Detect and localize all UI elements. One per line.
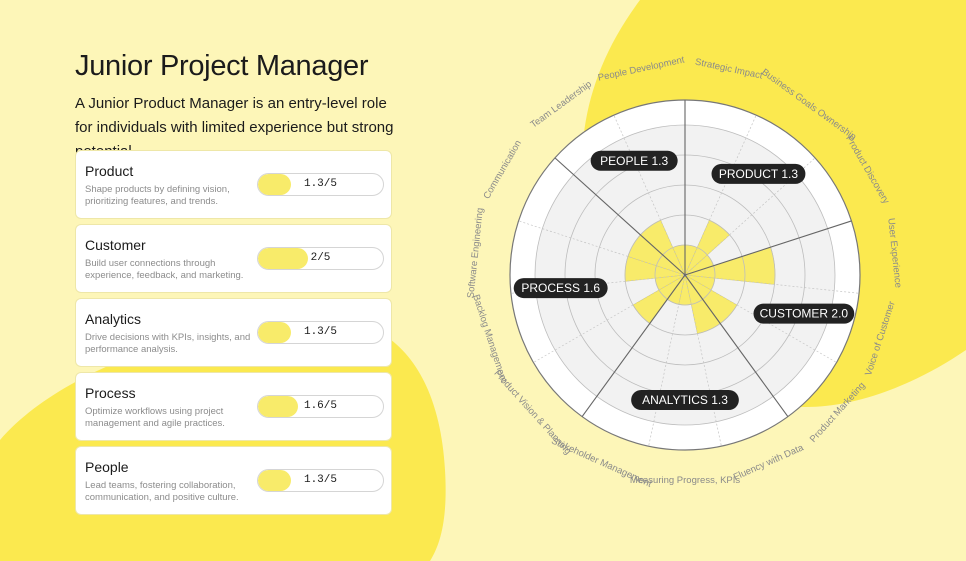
radar-dimension-label: Measuring Progress, KPIs [630,475,741,486]
score-bar: 1.3/5 [257,469,384,492]
radar-spoke [684,274,837,363]
radar-dimension-label: Backlog Management [470,293,509,384]
score-value: 1.6/5 [303,400,337,412]
card-process: Process Optimize workflows using project… [75,372,392,441]
radar-category-divider [684,274,789,417]
radar-category-pill [711,163,806,184]
card-description: Build user connections through experienc… [85,258,244,281]
card-title: Analytics [85,311,142,327]
card-customer: Customer Build user connections through … [75,224,392,293]
score-value: 2/5 [310,252,331,264]
radar-category-pill [753,303,855,324]
card-analytics: Analytics Drive decisions with KPIs, ins… [75,298,392,367]
score-value: 1.3/5 [303,178,337,190]
page-description: A Junior Product Manager is an entry-lev… [75,95,394,160]
radar-spoke [533,274,686,363]
score-value: 1.3/5 [303,474,337,486]
radar-dimension-label: Strategic Impact [694,57,764,82]
radar-spoke [684,274,860,294]
radar-category-divider [581,274,686,417]
card-description: Drive decisions with KPIs, insights, and… [85,332,251,355]
card-title: Customer [85,237,146,253]
radar-category-label: PROCESS 1.6 [521,281,600,295]
score-bar-fill [258,248,308,269]
card-product: Product Shape products by defining visio… [75,150,392,219]
score-bar: 1.3/5 [257,173,384,196]
radar-dimension-label: User Experience [885,217,903,288]
radar-dimension-label: Software Engineering [465,207,485,298]
radar-category-label: CUSTOMER 2.0 [760,307,849,321]
score-bar-fill [258,322,291,343]
page-title: Junior Project Manager [75,50,369,82]
radar-dimension-label: Voice of Customer [863,300,897,377]
card-title: People [85,459,129,475]
card-description: Shape products by defining vision, prior… [85,184,230,207]
radar-category-label: PEOPLE 1.3 [600,154,668,168]
radar-spoke [684,114,757,276]
radar-category-pill [513,278,608,299]
radar-dimension-label: Communication [481,138,524,201]
card-people: People Lead teams, fostering collaborati… [75,446,392,515]
card-title: Process [85,385,136,401]
skill-cards: Product Shape products by defining visio… [75,150,392,520]
score-bar-fill [258,396,298,417]
radar-category-divider [684,220,852,276]
score-value: 1.3/5 [303,326,337,338]
card-description: Lead teams, fostering collaboration, com… [85,480,239,503]
radar-category-pill [631,390,739,410]
score-bar-fill [258,470,291,491]
radar-spoke [613,114,686,276]
radar-chart: PRODUCT 1.3 CUSTOMER 2.0 ANALYTICS 1.3 PROC… [465,54,903,490]
radar-dimension-label: People Development [597,54,686,83]
radar-spoke [684,274,722,447]
radar-spoke [518,220,686,276]
radar-dimension-label: Fluency with Data [732,442,806,483]
score-bar-fill [258,174,291,195]
card-description: Optimize workflows using project managem… [85,406,225,429]
card-title: Product [85,163,134,179]
radar-dimension-label: Product Discovery [843,134,891,206]
score-bar: 1.3/5 [257,321,384,344]
score-bar: 1.6/5 [257,395,384,418]
radar-spoke [648,274,686,447]
score-bar: 2/5 [257,247,384,270]
radar-category-label: ANALYTICS 1.3 [642,393,728,407]
radar-category-pill [590,150,678,171]
radar-dimension-label: Team Leadership [529,79,594,131]
radar-category-label: PRODUCT 1.3 [719,167,798,181]
radar-category-divider [554,157,686,276]
